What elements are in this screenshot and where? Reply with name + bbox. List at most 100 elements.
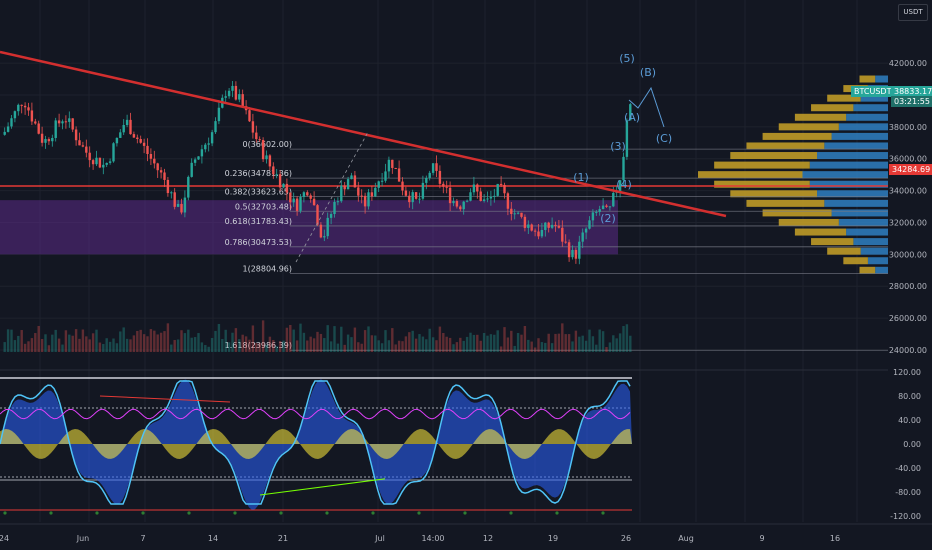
- volume-bar: [350, 337, 353, 352]
- time-tick-label: 16: [830, 534, 840, 543]
- candle-body: [459, 206, 462, 210]
- candlestick-series: [3, 81, 632, 265]
- candle-body: [411, 192, 414, 203]
- volume-profile-down-bar: [827, 247, 861, 255]
- volume-profile-up-bar: [831, 209, 888, 217]
- volume-bar: [391, 328, 394, 352]
- candle-body: [326, 217, 329, 237]
- candle-body: [584, 228, 588, 233]
- volume-bar: [268, 336, 272, 352]
- volume-bar: [248, 339, 251, 352]
- candle-body: [275, 174, 278, 176]
- candle-body: [397, 168, 401, 182]
- volume-bar: [574, 330, 578, 352]
- elliott-wave[interactable]: (1) (2) (3) (4) (5) (A) (B) (C): [295, 52, 672, 263]
- candle-body: [278, 174, 282, 188]
- volume-profile-up-bar: [817, 152, 888, 160]
- volume-bar: [13, 340, 17, 352]
- volume-bar: [479, 340, 482, 352]
- volume-bar: [98, 342, 102, 352]
- volume-bar: [571, 341, 574, 352]
- volume-bar: [102, 344, 105, 352]
- volume-bar: [108, 341, 112, 352]
- volume-bar: [431, 337, 435, 352]
- candle-body: [125, 119, 129, 126]
- candle-body: [574, 249, 578, 259]
- candle-body: [418, 198, 421, 200]
- volume-profile-up-bar: [838, 123, 888, 131]
- volume-bar: [397, 340, 401, 352]
- candle-body: [282, 183, 285, 188]
- candle-body: [554, 224, 557, 226]
- candle-body: [357, 187, 360, 196]
- volume-bar: [387, 340, 391, 352]
- volume-bar: [469, 332, 472, 352]
- volume-bar: [115, 343, 119, 352]
- volume-bar: [306, 340, 309, 352]
- candle-body: [71, 118, 74, 130]
- candle-body: [520, 212, 523, 217]
- candle-body: [540, 229, 544, 237]
- volume-bar: [244, 336, 248, 352]
- trendline[interactable]: [0, 50, 727, 218]
- candle-body: [374, 187, 377, 197]
- osc-signal-dot: [325, 511, 329, 515]
- volume-bar: [363, 330, 367, 352]
- volume-bar: [489, 334, 493, 352]
- volume-bar: [615, 338, 618, 352]
- candle-body: [207, 143, 210, 145]
- wave-label: (1): [573, 171, 589, 184]
- volume-bar: [520, 334, 523, 352]
- volume-bar: [78, 338, 81, 352]
- candle-body: [591, 212, 595, 221]
- volume-bar: [554, 333, 557, 352]
- oscillator-axis[interactable]: 120.00 80.00 40.00 0.00 -40.00 -80.00 -120.00: [890, 368, 921, 521]
- volume-bar: [282, 340, 285, 352]
- candle-body: [268, 155, 272, 167]
- candle-body: [622, 156, 625, 181]
- volume-bar: [506, 337, 510, 352]
- volume-bar: [68, 334, 71, 352]
- candle-body: [350, 175, 353, 180]
- candle-body: [81, 145, 85, 147]
- candle-body: [34, 121, 37, 124]
- time-axis[interactable]: 24 Jun 7 14 21 Jul 14:00 12 19 26 Aug 9 16: [0, 523, 932, 543]
- resistance-price-badge: 34284.69: [889, 164, 932, 175]
- candle-body: [421, 182, 425, 199]
- candle-body: [567, 242, 571, 258]
- volume-bar: [170, 344, 173, 352]
- candle-body: [353, 175, 357, 188]
- volume-profile-up-bar: [853, 104, 888, 112]
- countdown-badge: 03:21:55: [891, 96, 932, 107]
- candle-body: [312, 198, 316, 206]
- volume-bar: [47, 345, 51, 352]
- volume-bar: [258, 343, 261, 352]
- volume-bar: [547, 333, 550, 352]
- candle-body: [319, 224, 323, 238]
- candle-body: [537, 231, 540, 237]
- volume-bar: [265, 345, 268, 352]
- candle-body: [197, 156, 200, 160]
- currency-label[interactable]: USDT: [898, 4, 928, 21]
- candle-body: [217, 107, 221, 122]
- volume-bar: [499, 346, 503, 352]
- volume-bar: [550, 343, 554, 352]
- candle-body: [343, 185, 346, 190]
- osc-tick-label: 120.00: [893, 368, 921, 377]
- volume-bar: [367, 326, 370, 352]
- price-tick-label: 24000.00: [889, 346, 927, 355]
- volume-bar: [153, 330, 156, 352]
- volume-bar: [278, 341, 282, 352]
- volume-bar: [156, 334, 159, 352]
- volume-bar: [527, 339, 530, 352]
- candle-body: [578, 241, 581, 259]
- volume-bar: [496, 330, 499, 352]
- volume-bar: [408, 332, 411, 352]
- time-tick-label: 14:00: [421, 534, 444, 543]
- osc-tick-label: 80.00: [898, 392, 921, 401]
- volume-bar: [476, 334, 479, 352]
- candle-body: [435, 163, 438, 171]
- fibonacci-retracement[interactable]: 0(36602.00) 0.236(34781.36) 0.382(33623.65…: [0, 140, 888, 351]
- candle-body: [391, 159, 394, 168]
